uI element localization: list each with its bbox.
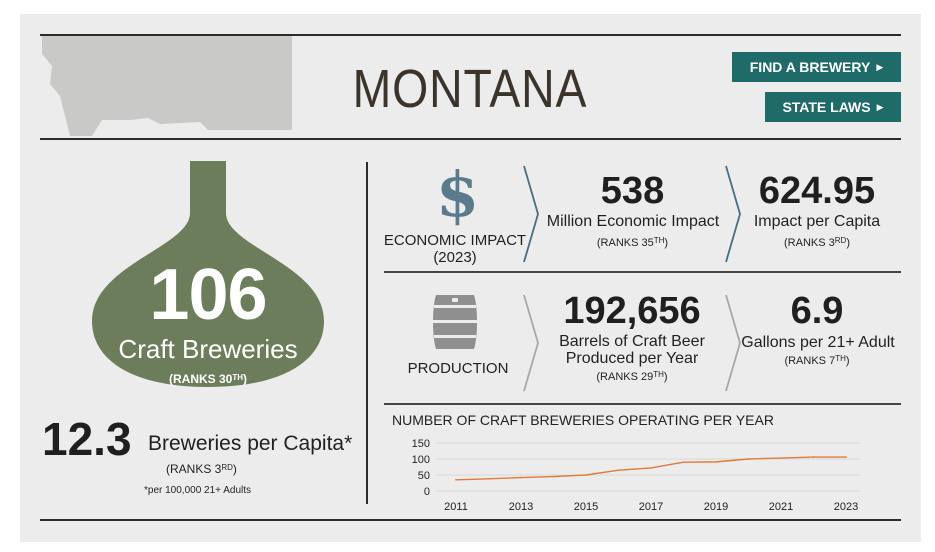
craft-brewery-rank: (RANKS 30TH) — [168, 372, 248, 386]
per-capita-value: 12.3 — [42, 413, 132, 465]
data-point — [487, 478, 490, 480]
chevron-divider-icon — [523, 294, 539, 392]
chevron-right-icon: ▶ — [876, 101, 884, 112]
data-point — [455, 479, 457, 481]
impact-per-capita-label: Impact per Capita — [753, 213, 881, 230]
economic-impact-value: 538 — [600, 170, 665, 212]
data-point — [780, 457, 782, 459]
gallons-label: Gallons per 21+ Adult — [741, 334, 895, 351]
data-point — [845, 456, 847, 458]
row-divider — [384, 271, 901, 273]
row-divider — [384, 403, 901, 405]
chevron-right-icon: ▶ — [876, 61, 884, 72]
bottle-icon — [92, 161, 324, 387]
barrels-label: Barrels of Craft Beer Produced per Year — [559, 333, 705, 367]
economic-impact-rank: (RANKS 35TH) — [596, 236, 669, 249]
economic-impact-label: Million Economic Impact — [546, 213, 720, 230]
data-point — [617, 469, 620, 471]
impact-per-capita-rank: (RANKS 3RD) — [784, 236, 850, 249]
find-brewery-label: FIND A BREWERY — [749, 59, 871, 75]
data-point — [585, 474, 587, 476]
top-divider — [40, 34, 901, 36]
chevron-divider-icon — [523, 165, 539, 263]
header-divider — [40, 138, 901, 140]
barrels-rank: (RANKS 29TH) — [596, 370, 668, 383]
bottom-divider — [40, 519, 901, 521]
economic-category: ECONOMIC IMPACT (2023) — [383, 232, 527, 266]
y-tick-label: 50 — [418, 470, 430, 482]
data-point — [715, 461, 717, 463]
find-brewery-button[interactable]: FIND A BREWERY ▶ — [732, 52, 901, 82]
state-laws-label: STATE LAWS — [782, 99, 871, 115]
data-point — [747, 458, 750, 460]
montana-map-icon — [42, 36, 292, 136]
breweries-line-chart: 0 50 100 150 2011 2013 2015 2017 2019 2021 2023 — [412, 438, 860, 513]
x-tick-label: 2015 — [574, 501, 598, 513]
x-tick-label: 2023 — [834, 501, 858, 513]
x-tick-label: 2021 — [769, 501, 793, 513]
per-capita-label: Breweries per Capita* — [148, 432, 353, 455]
craft-brewery-count: 106 — [149, 255, 267, 335]
gallons-value: 6.9 — [790, 290, 844, 332]
state-laws-button[interactable]: STATE LAWS ▶ — [765, 92, 901, 122]
data-point — [520, 476, 522, 479]
chevron-divider-icon — [725, 294, 741, 392]
dollar-icon: $ — [436, 158, 480, 231]
barrels-value: 192,656 — [563, 290, 701, 332]
column-divider — [366, 162, 368, 504]
gallons-rank: (RANKS 7TH) — [784, 354, 850, 367]
chart-title: NUMBER OF CRAFT BREWERIES OPERATING PER … — [392, 412, 774, 428]
x-tick-label: 2017 — [639, 501, 663, 513]
y-tick-label: 0 — [424, 486, 430, 498]
x-tick-label: 2019 — [704, 501, 728, 513]
data-point — [552, 475, 555, 478]
data-point — [650, 467, 652, 469]
x-tick-label: 2013 — [509, 501, 533, 513]
chevron-divider-icon — [725, 165, 741, 263]
x-tick-label: 2011 — [444, 501, 468, 513]
y-tick-label: 150 — [412, 438, 430, 450]
production-category: PRODUCTION — [407, 360, 509, 377]
y-tick-label: 100 — [412, 454, 430, 466]
data-point — [682, 461, 685, 463]
barrel-icon — [433, 295, 477, 349]
craft-brewery-label: Craft Breweries — [118, 334, 298, 364]
per-capita-rank: (RANKS 3RD) — [166, 462, 237, 476]
page-title: MONTANA — [352, 59, 588, 119]
data-point — [812, 456, 815, 458]
impact-per-capita-value: 624.95 — [758, 170, 876, 212]
per-capita-note: *per 100,000 21+ Adults — [144, 485, 252, 496]
